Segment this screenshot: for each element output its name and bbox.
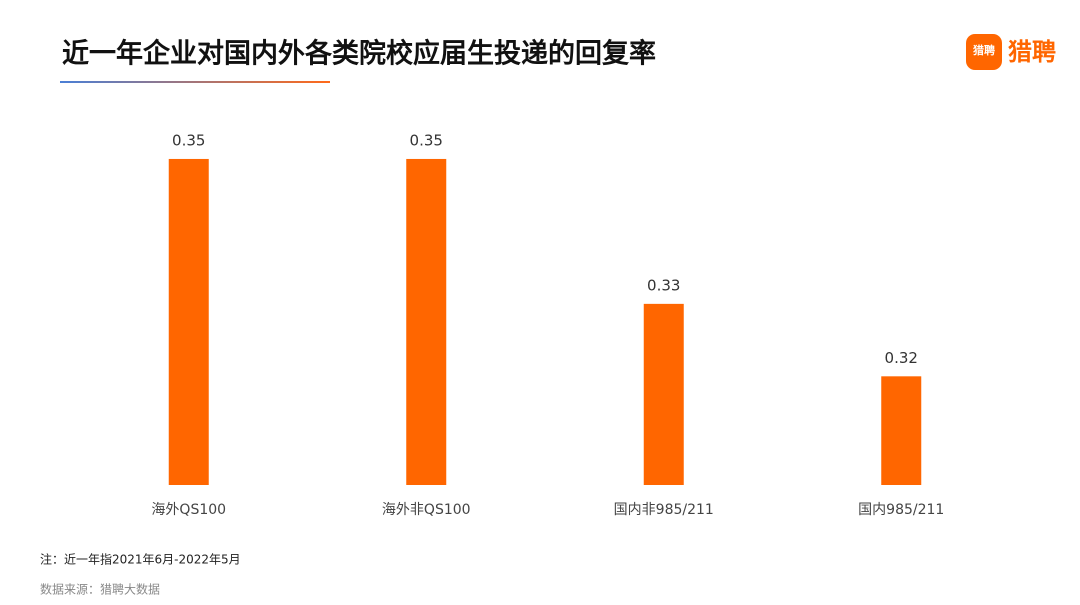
bar [881, 376, 922, 485]
bar [406, 158, 447, 486]
logo-icon [966, 34, 1002, 70]
x-tick-label: 国内985/211 [858, 502, 944, 518]
data-label: 0.33 [647, 276, 680, 294]
note: 注：近一年指2021年6月-2022年5月 [40, 552, 241, 567]
source: 数据来源：猎聘大数据 [40, 582, 160, 597]
data-label: 0.32 [885, 349, 918, 367]
x-tick-label: 海外QS100 [151, 502, 226, 518]
x-tick-label: 海外非QS100 [382, 502, 471, 518]
bar [168, 158, 209, 486]
logo-text: 猎聘 [1008, 38, 1056, 66]
chart-title: 近一年企业对国内外各类院校应届生投递的回复率 [62, 38, 656, 70]
data-label: 0.35 [172, 131, 205, 149]
x-tick-label: 国内非985/211 [614, 502, 714, 518]
data-label: 0.35 [410, 131, 443, 149]
title-underline [60, 81, 330, 83]
bar [643, 303, 684, 485]
logo-icon-text: 猎聘 [973, 43, 995, 57]
